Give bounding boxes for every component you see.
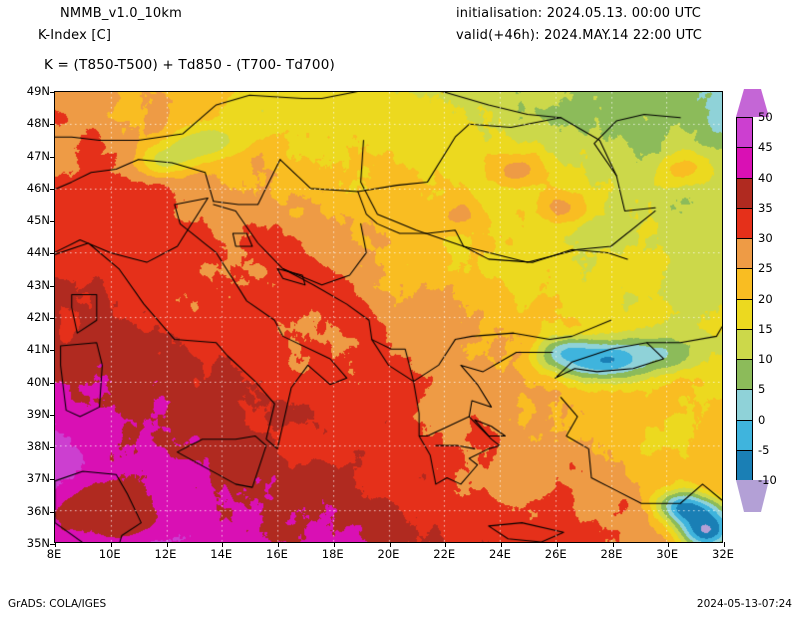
initialisation-label: initialisation: 2024.05.13. 00:00 UTC [456, 6, 701, 21]
colorbar-tick-label: 45 [758, 140, 773, 155]
k-index-heatmap-canvas [55, 92, 722, 542]
x-tick-label: 20E [377, 547, 400, 561]
y-tick-label: 38N [26, 439, 50, 454]
formula-label: K = (T850-T500) + Td850 - (T700- Td700) [44, 57, 335, 73]
colorbar [736, 117, 753, 481]
x-tick-mark [501, 542, 502, 547]
model-name-label: NMMB_v1.0_10km [60, 6, 182, 21]
map-plot-area [50, 91, 725, 547]
y-tick-label: 41N [26, 342, 50, 357]
y-tick-mark [50, 511, 55, 513]
x-tick-mark [556, 542, 558, 547]
y-tick-label: 47N [26, 148, 50, 163]
y-tick-label: 48N [26, 116, 50, 131]
y-tick-label: 39N [26, 406, 50, 421]
colorbar-tick-label: -10 [758, 473, 777, 487]
x-tick-mark [278, 542, 279, 547]
x-tick-label: 18E [321, 547, 344, 561]
colorbar-under-arrow [736, 480, 769, 512]
colorbar-tick-label: 5 [758, 382, 766, 397]
y-tick-mark [50, 124, 55, 126]
field-name-label: K-Index [C] [38, 28, 112, 43]
colorbar-tick-label: 50 [758, 110, 773, 124]
colorbar-band [737, 208, 752, 239]
y-tick-label: 36N [26, 503, 50, 518]
colorbar-tick-label: 20 [758, 291, 773, 306]
valid-time-label: valid(+46h): 2024.MAY.14 22:00 UTC [456, 28, 703, 43]
colorbar-band [737, 299, 752, 330]
y-tick-mark [50, 447, 55, 449]
footer-timestamp: 2024-05-13-07:24 [696, 598, 792, 610]
y-tick-mark [50, 382, 55, 384]
y-tick-label: 37N [26, 471, 50, 486]
colorbar-tick-label: 30 [758, 231, 773, 245]
y-tick-label: 42N [26, 310, 50, 324]
colorbar-band [737, 269, 752, 300]
y-axis: 35N 36N 37N 38N 39N 40N 41N 42N 43N 44N 45N 46N 47N 4… [0, 0, 50, 618]
y-tick-label: 35N [26, 536, 50, 550]
x-tick-mark [222, 542, 224, 547]
colorbar-tick-label: 25 [758, 261, 773, 276]
colorbar-band [737, 239, 752, 270]
x-tick-label: 14E [210, 547, 233, 561]
x-tick-mark [389, 542, 391, 547]
x-tick-mark [445, 542, 447, 547]
x-tick-label: 32E [712, 547, 734, 561]
x-tick-label: 8E [46, 547, 62, 561]
y-tick-mark [50, 188, 55, 190]
y-tick-mark [50, 92, 55, 93]
colorbar-band [737, 178, 752, 209]
y-tick-mark [50, 156, 55, 158]
y-tick-mark [50, 253, 55, 255]
x-tick-mark [55, 542, 56, 547]
y-tick-label: 40N [26, 374, 50, 389]
colorbar-band [737, 360, 752, 391]
y-tick-mark [50, 414, 55, 416]
x-tick-label: 16E [266, 547, 288, 561]
colorbar-band [737, 118, 752, 149]
y-tick-mark [50, 221, 55, 223]
x-tick-label: 24E [489, 547, 511, 561]
x-tick-mark [612, 542, 614, 547]
x-tick-mark [110, 542, 112, 547]
y-tick-mark [50, 318, 55, 319]
colorbar-band [737, 329, 752, 360]
x-tick-label: 22E [433, 547, 456, 561]
y-tick-label: 49N [26, 84, 50, 98]
x-tick-label: 10E [98, 547, 121, 561]
y-tick-label: 45N [26, 213, 50, 228]
colorbar-band [737, 148, 752, 179]
x-tick-mark [724, 542, 725, 547]
y-tick-label: 46N [26, 180, 50, 195]
colorbar-tick-label: 40 [758, 170, 773, 185]
x-tick-mark [166, 542, 168, 547]
colorbar-band [737, 390, 752, 421]
y-tick-mark [50, 350, 55, 352]
colorbar-tick-label: 35 [758, 200, 773, 215]
x-tick-mark [668, 542, 670, 547]
x-tick-mark [333, 542, 335, 547]
colorbar-tick-label: 15 [758, 321, 773, 336]
colorbar-band [737, 420, 752, 451]
y-tick-mark [50, 479, 55, 481]
y-tick-label: 43N [26, 277, 50, 292]
x-tick-label: 12E [154, 547, 177, 561]
colorbar-tick-label: 10 [758, 352, 773, 366]
colorbar-tick-label: 0 [758, 412, 766, 427]
colorbar-band [737, 450, 752, 481]
colorbar-over-arrow [736, 89, 769, 117]
y-tick-mark [50, 544, 55, 545]
x-tick-label: 28E [600, 547, 623, 561]
y-tick-label: 44N [26, 245, 50, 260]
colorbar-tick-label: -5 [758, 442, 770, 457]
x-tick-label: 30E [656, 547, 679, 561]
x-tick-label: 26E [544, 547, 567, 561]
y-tick-mark [50, 285, 55, 287]
footer-attribution: GrADS: COLA/IGES [8, 598, 107, 610]
